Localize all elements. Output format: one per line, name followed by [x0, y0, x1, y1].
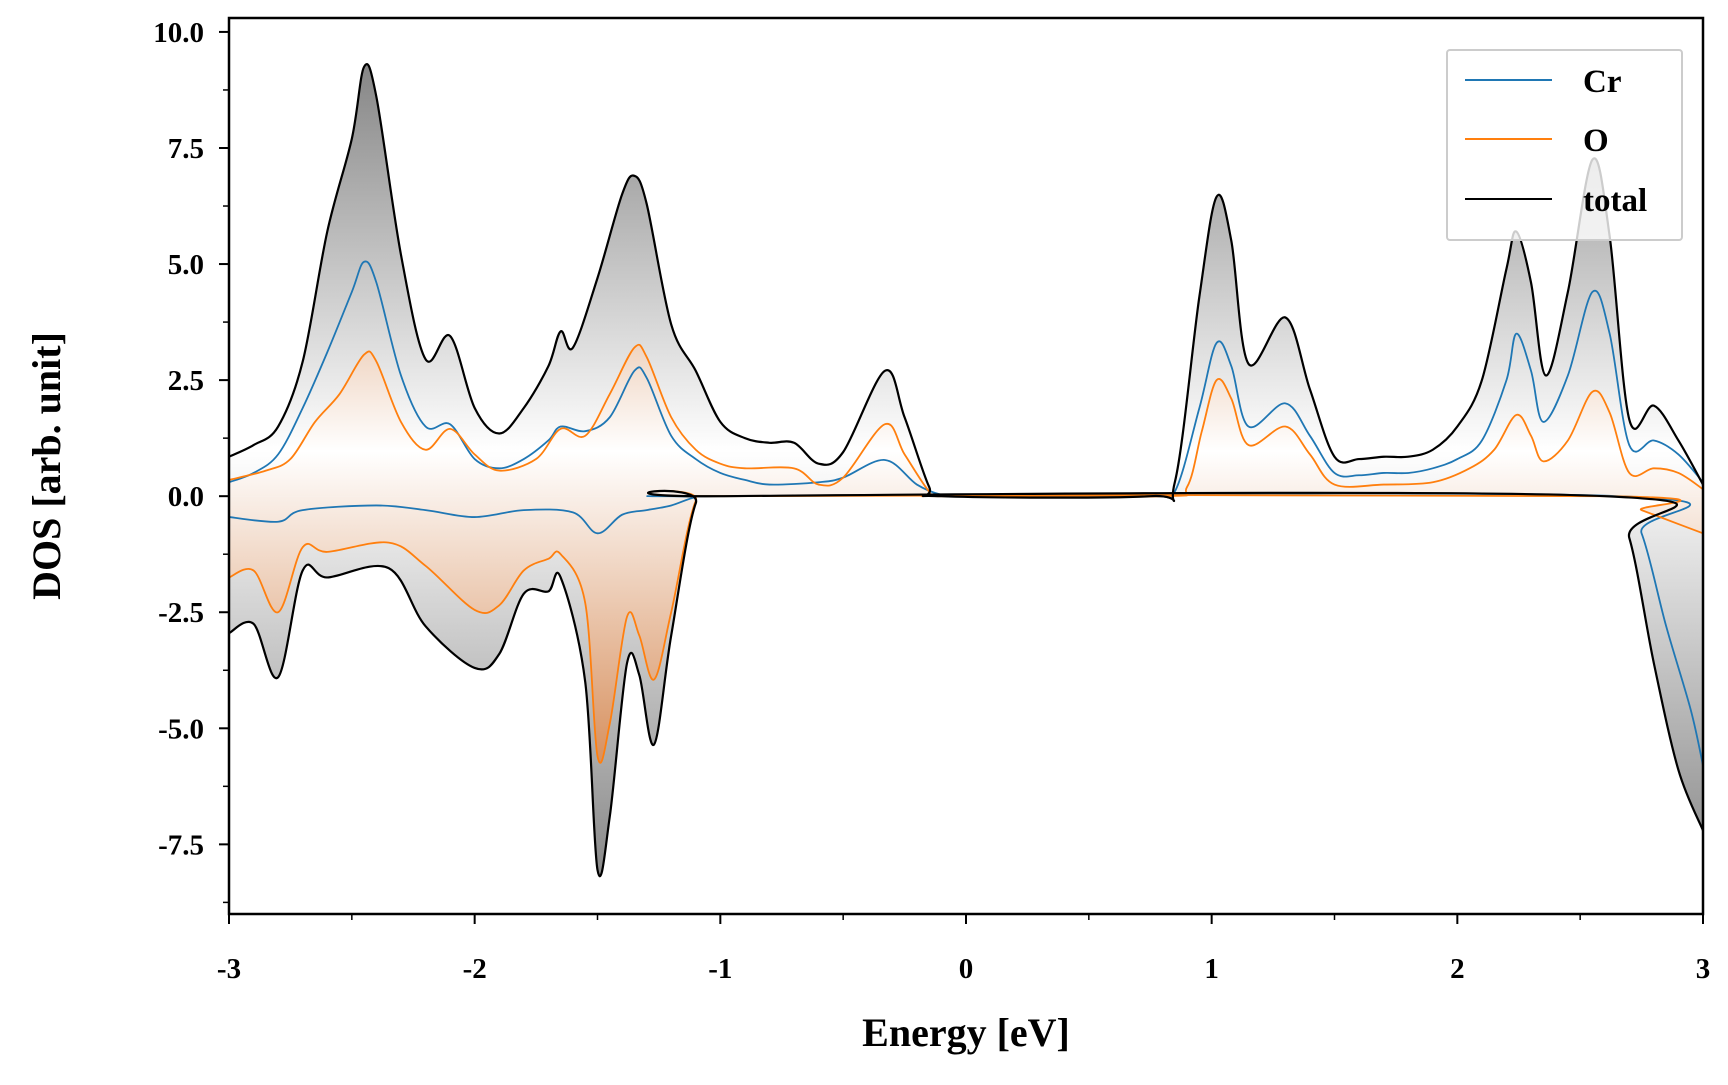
o-line-spin-up: [229, 343, 1703, 498]
y-tick-label: 10.0: [153, 17, 204, 49]
total-line-spin-down: [229, 489, 1703, 878]
x-tick-label: -3: [217, 953, 241, 985]
cr-line-spin-down: [229, 492, 1703, 766]
y-tick-label: 0.0: [168, 481, 204, 513]
total-fill-spin-up: [229, 64, 1703, 501]
o-fill-spin-down: [229, 491, 1703, 763]
x-tick-label: 1: [1204, 953, 1219, 985]
legend-label-o: O: [1583, 123, 1609, 159]
y-tick-label: 2.5: [168, 365, 204, 397]
x-tick-label: -2: [463, 953, 487, 985]
series-lines: [229, 63, 1703, 878]
legend-label-cr: Cr: [1583, 64, 1621, 100]
o-fill-spin-up: [229, 344, 1703, 498]
y-tick-label: 5.0: [168, 249, 204, 281]
y-tick-label: 7.5: [168, 133, 204, 165]
o-line-spin-down: [229, 490, 1703, 764]
x-tick-label: 2: [1450, 953, 1465, 985]
legend-label-total: total: [1583, 183, 1647, 219]
y-tick-label: -2.5: [158, 597, 204, 629]
x-tick-label: -1: [708, 953, 732, 985]
legend: Cr O total: [1446, 49, 1683, 241]
x-tick-label: 0: [959, 953, 974, 985]
legend-box: [1446, 49, 1683, 241]
y-tick-label: -7.5: [158, 829, 204, 861]
cr-line-spin-up: [229, 260, 1703, 501]
x-tick-label: 3: [1696, 953, 1711, 985]
y-tick-label: -5.0: [158, 713, 204, 745]
y-axis: -7.5 -5.0 -2.5 0.0 2.5 5.0 7.5 10.0: [153, 17, 229, 904]
x-axis: -3 -2 -1 0 1 2 3: [217, 914, 1710, 985]
area-fills: [229, 64, 1703, 877]
y-axis-title: DOS [arb. unit]: [24, 332, 69, 600]
x-axis-title: Energy [eV]: [862, 1010, 1070, 1055]
